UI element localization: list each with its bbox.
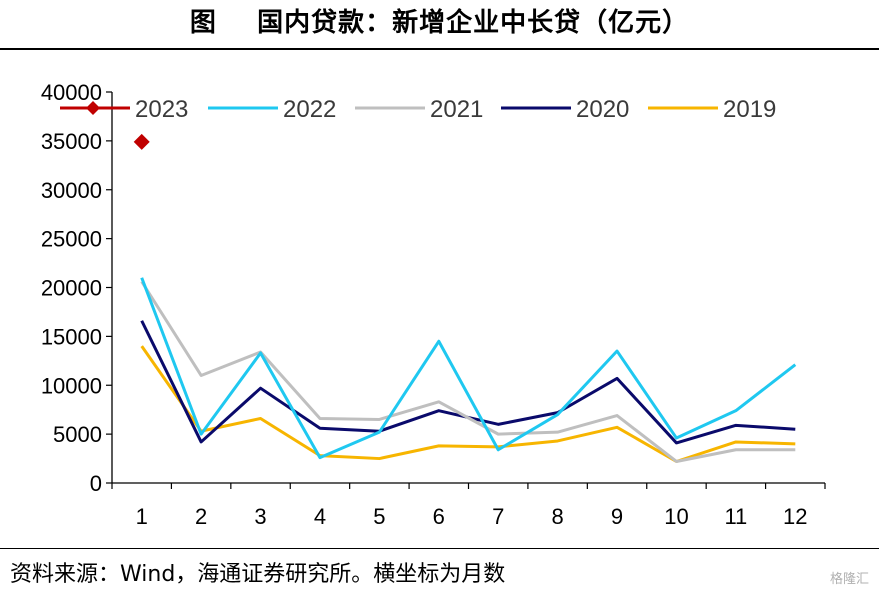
y-tick-label: 20000 [41, 276, 102, 301]
series-2022-line [140, 277, 797, 460]
series-2021-line [140, 280, 796, 463]
y-tick-label: 0 [90, 471, 102, 496]
x-tick-label: 11 [724, 504, 747, 529]
y-tick-label: 15000 [41, 324, 102, 349]
y-tick-label: 25000 [41, 227, 102, 252]
x-tick-label: 10 [664, 504, 688, 529]
legend-label-2022: 2022 [283, 96, 336, 123]
x-tick-label: 8 [552, 504, 564, 529]
y-tick-label: 40000 [41, 80, 102, 105]
legend-label-2023: 2023 [135, 96, 188, 123]
y-tick-label: 10000 [41, 373, 102, 398]
axes: 0 5000 10000 15000 20000 25000 30000 35000 40000… [41, 80, 826, 529]
legend: 2023 2022 2021 2020 2019 [60, 96, 776, 123]
x-tick-label: 6 [433, 504, 445, 529]
series-2019-line [140, 345, 796, 463]
x-tick-label: 12 [783, 504, 807, 529]
series-lines [133, 133, 797, 463]
source-note: 资料来源：Wind，海通证券研究所。横坐标为月数 [10, 562, 506, 587]
legend-label-2019: 2019 [723, 96, 776, 123]
x-tick-label: 2 [195, 504, 207, 529]
series-2023-point [133, 133, 150, 150]
watermark: 格隆汇 [829, 572, 869, 587]
title-rule [0, 48, 879, 50]
x-tick-label: 1 [136, 504, 148, 529]
x-tick-label: 4 [314, 504, 326, 529]
footer-rule [0, 548, 879, 549]
x-tick-label: 9 [611, 504, 623, 529]
x-tick-label: 7 [492, 504, 504, 529]
y-tick-label: 35000 [41, 129, 102, 154]
legend-marker-2023 [86, 101, 100, 115]
y-tick-label: 30000 [41, 178, 102, 203]
legend-label-2021: 2021 [430, 96, 483, 123]
x-tick-label: 5 [373, 504, 385, 529]
legend-label-2020: 2020 [576, 96, 629, 123]
chart-title: 图 国内贷款：新增企业中长贷（亿元） [189, 8, 690, 38]
x-tick-label: 3 [254, 504, 266, 529]
y-tick-label: 5000 [53, 422, 102, 447]
